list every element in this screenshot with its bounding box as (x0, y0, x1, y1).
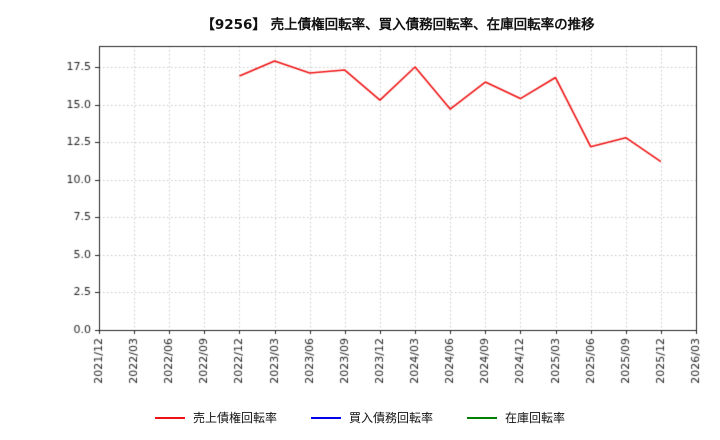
legend-item-receivables-turnover: 売上債権回転率 (154, 409, 277, 426)
legend-label: 買入債務回転率 (348, 411, 433, 425)
legend-label: 在庫回転率 (505, 411, 566, 425)
blue-line-swatch (310, 416, 341, 419)
red-line-swatch (154, 416, 185, 419)
legend-item-inventory-turnover: 在庫回転率 (467, 409, 565, 426)
legend-item-payables-turnover: 買入債務回転率 (310, 409, 433, 426)
green-line-swatch (467, 416, 497, 419)
legend-label: 売上債権回転率 (192, 411, 277, 425)
chart-legend: 売上債権回転率 買入債務回転率 在庫回転率 (0, 409, 720, 426)
